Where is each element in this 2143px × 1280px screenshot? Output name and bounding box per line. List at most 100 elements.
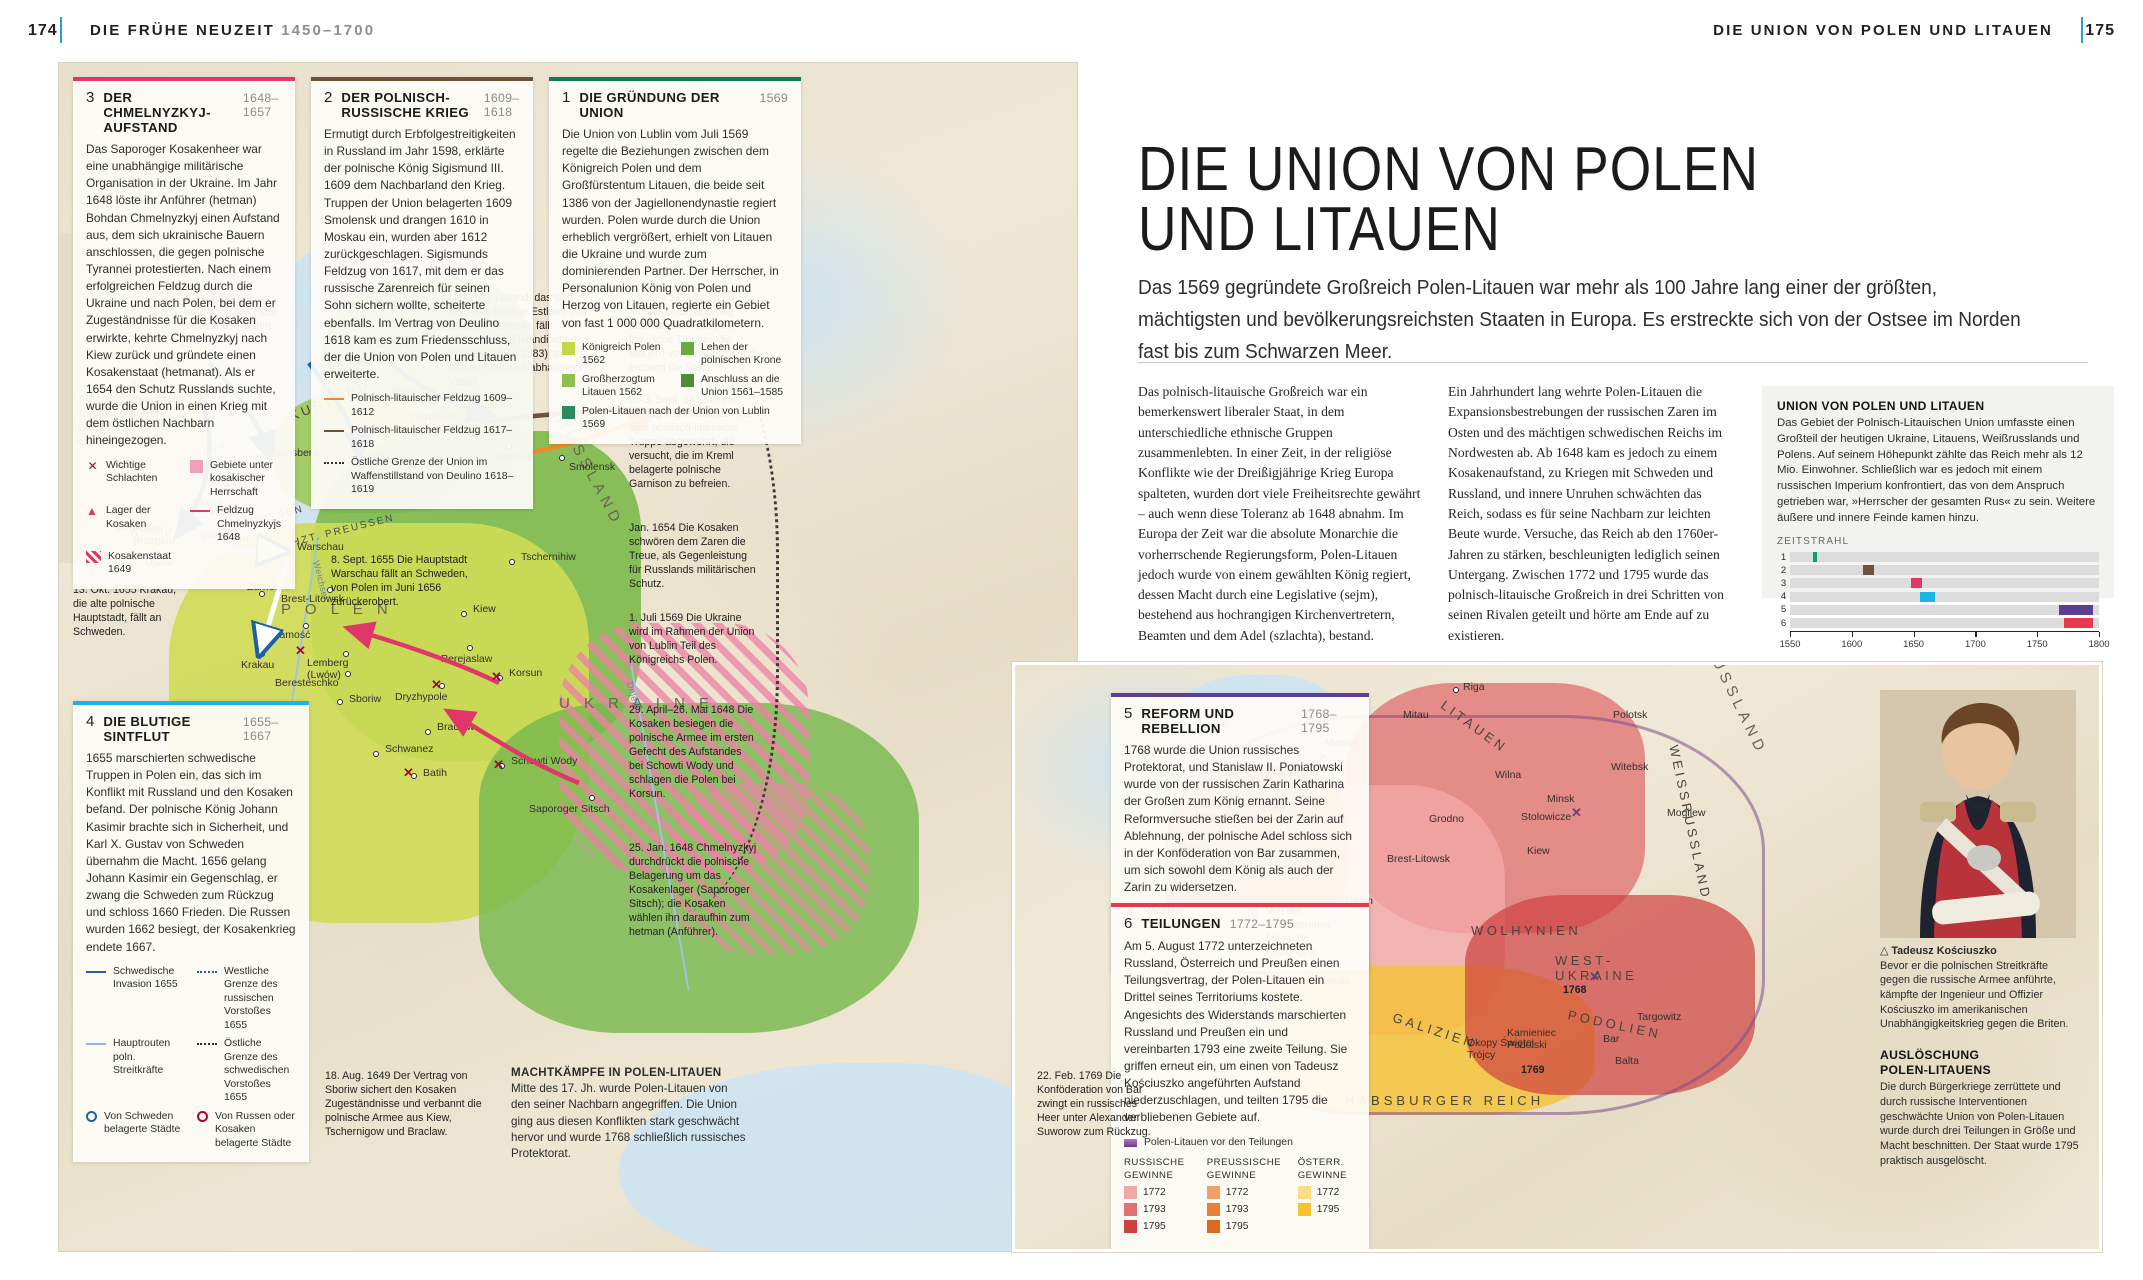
partition-year: 1795 xyxy=(1225,1221,1249,1232)
x-icon: ✕ xyxy=(87,458,98,473)
map-note: 18. Aug. 1649 Der Vertrag von Sboriw sic… xyxy=(325,1070,482,1139)
partition-legend-item: 1795 xyxy=(1124,1220,1191,1233)
city-label: Korsun xyxy=(509,667,543,679)
panel-title: DER POLNISCH-RUSSISCHE KRIEG xyxy=(341,90,469,120)
legend-label: Lehen der polnischen Krone xyxy=(701,341,782,367)
panel-number: 6 xyxy=(1124,915,1133,932)
black-sea xyxy=(619,1063,1049,1251)
legend-label: Lager der Kosaken xyxy=(106,505,151,530)
tent-icon: ▲ xyxy=(86,504,98,519)
color-swatch xyxy=(681,341,694,355)
city-label: Stolowicze xyxy=(1521,811,1572,823)
panel-2-polish-russian-war[interactable]: 2 DER POLNISCH-RUSSISCHE KRIEG 1609–1618… xyxy=(311,77,533,509)
panel-accent-bar xyxy=(311,77,533,81)
city-label: Beresteschko xyxy=(275,677,339,689)
battle-marker: ✕ xyxy=(403,765,414,780)
legend-item: Von Russen oder Kosaken belagerte Städte xyxy=(197,1110,296,1151)
timeline-row: 1 xyxy=(1777,552,2099,563)
timeline-track xyxy=(1790,565,2099,576)
timeline-track xyxy=(1790,552,2099,563)
panel-legend: Polen-Litauen vor den Teilungen xyxy=(1124,1136,1356,1150)
info-box: UNION VON POLEN UND LITAUEN Das Gebiet d… xyxy=(1762,386,2114,649)
panel-accent-bar xyxy=(1111,903,1369,907)
legend-label: Feldzug Chmelnyzkyjs 1648 xyxy=(217,505,282,544)
timeline-axis xyxy=(1790,630,2101,638)
partition-year: 1793 xyxy=(1225,1204,1249,1215)
panel-number: 3 xyxy=(86,89,95,106)
label-russland-inset: RUSSLAND xyxy=(1701,662,1771,758)
city-label: Schowti Wody xyxy=(511,755,578,767)
triangle-icon: △ xyxy=(1880,945,1889,957)
panel-accent-bar xyxy=(73,701,309,705)
map-note: 8. Sept. 1655 Die Hauptstadt Warschau fä… xyxy=(331,554,468,609)
standfirst: Das 1569 gegründete Großreich Polen-Lita… xyxy=(1138,276,2021,363)
city-dot xyxy=(327,587,333,593)
ausloeschung-heading-l2: POLEN-LITAUENS xyxy=(1880,1062,1991,1077)
label-habsburg-inset: HABSBURGER REICH xyxy=(1345,1093,1545,1108)
legend-item: ✕ Wichtige Schlachten xyxy=(86,459,178,500)
city-dot xyxy=(411,773,417,779)
siege-dot-icon xyxy=(197,1110,208,1122)
portrait-caption-name: △ Tadeusz Kościuszko xyxy=(1880,945,1997,957)
legend-label: Kosakenstaat 1649 xyxy=(108,550,171,576)
city-label: Minsk xyxy=(1547,793,1575,805)
timeline-row-number: 6 xyxy=(1780,617,1787,629)
city-label: Saporoger Sitsch xyxy=(529,803,610,815)
partition-column: PREUSSISCHE GEWINNE 1772 1793 1795 xyxy=(1206,1157,1282,1237)
city-label: Grodno xyxy=(1429,813,1465,825)
city-label: Sboriw xyxy=(349,693,382,705)
legend-item: Polen-Litauen nach der Union von Lublin … xyxy=(562,405,788,432)
panel-number: 4 xyxy=(86,713,95,730)
city-dot xyxy=(461,611,467,617)
city-label: Batih xyxy=(423,767,447,779)
body-column-1: Das polnisch-litauische Großreich war ei… xyxy=(1138,384,1421,643)
partition-column-header: PREUSSISCHE GEWINNE xyxy=(1206,1157,1282,1181)
header-rule-left xyxy=(60,17,62,43)
legend-label: Königreich Polen 1562 xyxy=(582,341,661,367)
page-title-line2: UND LITAUEN xyxy=(1138,194,1501,264)
timeline-bar xyxy=(1862,565,1875,576)
legend-label: Westliche Grenze des russischen Vorstoße… xyxy=(224,965,278,1031)
city-dot xyxy=(559,455,565,461)
panel-number: 1 xyxy=(562,89,571,106)
panel-6-teilungen[interactable]: 6 TEILUNGEN 1772–1795 Am 5. August 1772 … xyxy=(1111,903,1369,1249)
legend-label: Polnisch-litauischer Feldzug 1617–1618 xyxy=(351,425,513,450)
timeline-bar xyxy=(1919,591,1935,602)
arrow-icon xyxy=(190,510,210,513)
arrow-icon xyxy=(324,398,344,401)
panel-accent-bar xyxy=(73,77,295,81)
panel-body: 1655 marschierten schwedische Truppen in… xyxy=(86,751,296,954)
partition-column-header: RUSSISCHE GEWINNE xyxy=(1124,1157,1185,1181)
map-caption-heading: MACHTKÄMPFE IN POLEN-LITAUEN xyxy=(511,1066,722,1079)
timeline-tick-label: 1800 xyxy=(2088,637,2110,649)
panel-1-union-founding[interactable]: 1 DIE GRÜNDUNG DER UNION 1569 Die Union … xyxy=(549,77,801,444)
battle-marker: ✕ xyxy=(493,757,504,772)
legend-label: Östliche Grenze der Union im Waffenstill… xyxy=(351,457,514,496)
color-swatch xyxy=(681,373,694,387)
map-note: 13. Okt. 1655 Krakau, die alte polnische… xyxy=(73,584,177,639)
city-label: Dryzhypole xyxy=(395,691,448,703)
city-label: Lemberg (Lwów) xyxy=(307,657,349,681)
legend-label: Von Schweden belagerte Städte xyxy=(104,1110,181,1136)
page-title-line1: DIE UNION VON POLEN xyxy=(1138,135,1760,204)
map-note: 1. Juli 1569 Die Ukraine wird im Rahmen … xyxy=(629,612,755,667)
panel-3-chmelnyzkyj[interactable]: 3 DER CHMELNYZKYJ-AUFSTAND 1648–1657 Das… xyxy=(73,77,295,589)
color-swatch xyxy=(1206,1186,1220,1199)
standfirst-rule xyxy=(1138,362,2088,363)
city-label: Brest-Litowsk xyxy=(281,593,345,605)
partition-legend-item: 1793 xyxy=(1124,1203,1191,1216)
panel-4-blutige-sintflut[interactable]: 4 DIE BLUTIGE SINTFLUT 1655–1667 1655 ma… xyxy=(73,701,309,1163)
city-label: Polotsk xyxy=(1613,709,1648,721)
city-label: Balta xyxy=(1615,1055,1639,1067)
timeline-track xyxy=(1790,591,2099,602)
color-swatch xyxy=(1206,1220,1220,1233)
main-map[interactable]: SCHWEDEN ESTLAND LIVLAND KURLAND RUSSLAN… xyxy=(58,62,1078,1252)
timeline-row-number: 5 xyxy=(1780,604,1787,616)
legend-item: Polnisch-litauischer Feldzug 1609–1612 xyxy=(324,392,520,419)
band-swatch xyxy=(1124,1138,1137,1147)
legend-item: Anschluss an die Union 1561–1585 xyxy=(681,373,788,400)
timeline-tick xyxy=(2099,631,2101,637)
map-note: 25. Jan. 1648 Chmelnyzkyj durchdrückt di… xyxy=(629,842,757,939)
partition-map[interactable]: RUSSLAND LITAUEN WEISSRUSSLAND WOLHYNIEN… xyxy=(1012,662,2102,1252)
